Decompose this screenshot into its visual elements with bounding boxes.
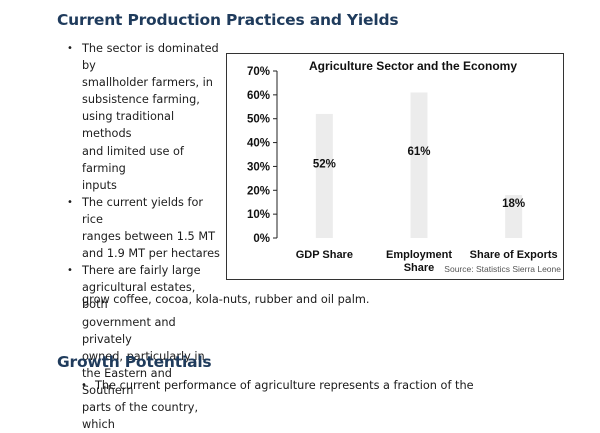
bullet-line: using traditional methods [82, 110, 175, 141]
x-category-line: Share [404, 262, 435, 274]
data-label: 52% [313, 158, 336, 170]
section-heading-production: Current Production Practices and Yields [57, 11, 399, 29]
y-tick-label: 60% [247, 90, 270, 102]
bullet-item: There are fairly large agricultural estat… [63, 262, 223, 433]
bar [505, 195, 523, 238]
bullet-line: The current yields for rice [82, 195, 204, 226]
bullet-item: The current yields for rice ranges betwee… [63, 194, 223, 262]
y-tick-label: 50% [247, 114, 270, 126]
bullet-line: and 1.9 MT per hectares [82, 247, 220, 261]
y-tick-label: 10% [247, 209, 270, 221]
section-heading-growth: Growth Potentials [57, 353, 212, 371]
bullet-line: owned, particularly in [82, 349, 205, 363]
x-category-line: Employment [386, 249, 452, 261]
x-category-line: Share of Exports [470, 249, 558, 261]
bullet-line: parts of the country, which [82, 400, 199, 432]
bullet-line: and limited use of farming [82, 144, 184, 175]
y-tick-label: 40% [247, 138, 270, 150]
bullet-line: The sector is dominated by [82, 42, 219, 73]
bullet-line: subsistence farming, [82, 93, 200, 107]
bar [315, 113, 333, 238]
bullet-line: government and privately [82, 315, 176, 346]
bullet-line: agricultural estates, both [82, 281, 196, 312]
data-label: 18% [502, 198, 525, 210]
bullet-line: ranges between 1.5 MT [82, 230, 215, 244]
production-bullet-list: The sector is dominated by smallholder fa… [63, 40, 223, 433]
data-label: 61% [407, 146, 430, 158]
bullet-line: smallholder farmers, in [82, 76, 213, 90]
y-tick-label: 70% [247, 66, 270, 78]
bullet-line: There are fairly large [82, 264, 201, 278]
bullet-item: The sector is dominated by smallholder fa… [63, 40, 223, 194]
x-category-label: GDP Share [296, 249, 353, 261]
agriculture-economy-chart: Agriculture Sector and the Economy 0% 10% 2… [226, 53, 564, 280]
y-tick-label: 0% [253, 233, 270, 245]
x-category-label: Employment Share [386, 249, 452, 274]
chart-title: Agriculture Sector and the Economy [309, 59, 517, 73]
bullet-item: The current performance of agriculture r… [76, 377, 576, 394]
x-category-line: GDP Share [296, 249, 353, 261]
bullet-line: grow coffee, cocoa, kola-nuts, rubber an… [82, 293, 370, 306]
y-tick-label: 30% [247, 161, 270, 173]
chart-source-note: Source: Statistics Sierra Leone [444, 264, 561, 274]
x-category-label: Share of Exports [470, 249, 558, 261]
y-tick-label: 20% [247, 185, 270, 197]
growth-bullet-list: The current performance of agriculture r… [76, 377, 576, 394]
bar [410, 92, 428, 238]
chart-canvas: Agriculture Sector and the Economy 0% 10% 2… [247, 59, 561, 274]
bullet-continuation-text: grow coffee, cocoa, kola-nuts, rubber an… [82, 291, 502, 308]
bullet-line: inputs [82, 178, 117, 192]
